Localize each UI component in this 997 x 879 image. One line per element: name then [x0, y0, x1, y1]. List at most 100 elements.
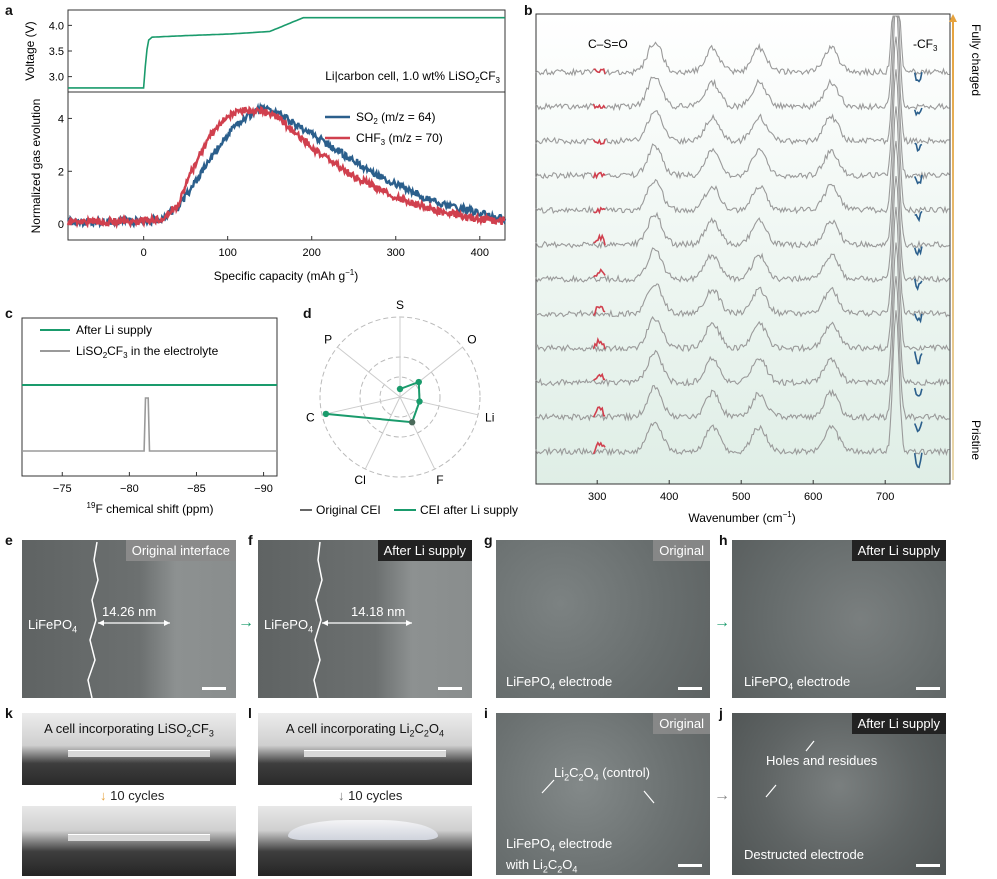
panel-g-tag: Original: [653, 540, 710, 561]
voltage-yticks: 4.0 3.5 3.0: [49, 20, 72, 84]
label-cf3: -CF3: [913, 37, 938, 53]
scale-bar: [202, 687, 226, 690]
xtick-label: −90: [254, 483, 273, 495]
a-xticks: 0 100 200 300 400: [141, 236, 489, 259]
swollen-pouch-cell: [288, 820, 438, 840]
c-xticks: −75 −80 −85 −90: [53, 472, 273, 495]
xtick-label: 300: [387, 247, 405, 259]
arrow-e-to-f: →: [238, 614, 254, 631]
panel-k-cycles: ↓ 10 cycles: [100, 788, 165, 803]
scale-bar: [438, 687, 462, 690]
panel-j-holes-label: Holes and residues: [766, 753, 878, 768]
arrow-g-to-h: →: [714, 614, 730, 631]
xtick-label: −85: [187, 483, 206, 495]
cf3-band: [913, 107, 923, 117]
raman-spectrum: [535, 106, 950, 250]
cso-band: [593, 67, 606, 75]
ytick-label: 3.5: [49, 46, 64, 58]
raman-spectra: [535, 15, 950, 469]
scale-bar: [916, 864, 940, 867]
xtick-label: 200: [303, 247, 321, 259]
panel-e-thickness: 14.26 nm: [102, 604, 157, 619]
panel-b-chart: C–S=O -CF3 Fully charged Pristine 300 400…: [535, 13, 983, 525]
panel-h-tag: After Li supply: [851, 540, 946, 561]
cso-band: [592, 171, 606, 180]
panel-l-photo-bottom: [258, 806, 472, 876]
radar-spoke: [399, 346, 463, 398]
cf3-band: [913, 351, 923, 365]
xtick-label: 100: [218, 247, 236, 259]
raman-spectrum: [536, 176, 950, 318]
panel-h-image: After Li supply LiFePO4 electrode: [732, 540, 946, 698]
cf3-band: [913, 278, 923, 291]
cso-band: [593, 268, 606, 278]
cf3-band: [913, 452, 923, 469]
radar-axis-label: O: [467, 333, 476, 347]
chf3-curve: [66, 105, 506, 230]
panel-a-chart: Voltage (V) 4.0 3.5 3.0 Normalized gas evo…: [23, 9, 507, 283]
raman-spectrum: [535, 310, 950, 457]
cso-band: [592, 138, 606, 145]
panel-l-photo-top: A cell incorporating Li2C2O4: [258, 713, 472, 785]
b-xticks: 300 400 500 600 700: [588, 480, 894, 503]
cso-band: [592, 336, 606, 350]
pouch-cell: [68, 834, 210, 841]
cso-band: [592, 103, 606, 110]
panel-i-tag: Original: [653, 713, 710, 734]
cf3-band: [913, 387, 923, 397]
pristine-label: Pristine: [969, 420, 983, 460]
radar-axis-label: F: [436, 473, 443, 487]
panel-j-caption: Destructed electrode: [744, 847, 864, 862]
radar-spoke: [337, 346, 401, 398]
radar-point: [396, 385, 404, 393]
panel-label-j: j: [719, 705, 723, 721]
cf3-band: [913, 246, 923, 257]
gas-ylabel: Normalized gas evolution: [29, 99, 43, 234]
charge-arrow-bar: [952, 20, 954, 480]
label-cso: C–S=O: [588, 37, 628, 51]
cf3-band: [913, 72, 923, 83]
panel-label-e: e: [5, 532, 13, 548]
cf3-band: [913, 174, 923, 185]
radar-point: [322, 410, 330, 418]
panel-label-c: c: [5, 305, 13, 321]
b-background: [536, 14, 950, 484]
panel-e-tag: Original interface: [125, 540, 236, 561]
a-xlabel: Specific capacity (mAh g−1): [214, 268, 359, 283]
radar-grid: [319, 316, 481, 478]
panel-label-k: k: [5, 705, 13, 721]
panel-label-a: a: [5, 2, 13, 18]
xtick-label: −75: [53, 483, 72, 495]
pointer-line: [643, 790, 655, 804]
interface-line: [313, 541, 323, 698]
cell-annotation: Li|carbon cell, 1.0 wt% LiSO2CF3: [325, 69, 500, 85]
cso-band: [593, 372, 606, 381]
gas-yticks: 4 2 0: [58, 113, 72, 231]
raman-spectrum: [535, 206, 950, 353]
xtick-label: 700: [876, 491, 894, 503]
ytick-label: 2: [58, 166, 64, 178]
c-legend-after: After Li supply: [76, 323, 152, 337]
cso-band: [593, 233, 606, 246]
panel-f-material: LiFePO4: [264, 617, 314, 635]
panel-label-l: l: [248, 705, 252, 721]
radar-axis-label: S: [396, 300, 404, 312]
panel-i-image: Original Li2C2O4 (control) LiFePO4 elect…: [496, 713, 710, 875]
panel-k-photo-bottom: [22, 806, 236, 876]
interface-line: [87, 541, 99, 698]
radar-axis-label: Cl: [354, 473, 365, 487]
panel-e-material: LiFePO4: [28, 617, 78, 635]
arrow-i-to-j: →: [714, 787, 730, 804]
panel-label-i: i: [484, 705, 488, 721]
raman-spectrum: [535, 140, 950, 284]
panel-i-overlay: [541, 779, 655, 804]
ytick-label: 0: [58, 219, 64, 231]
xtick-label: 0: [141, 247, 147, 259]
radar-spoke: [321, 396, 401, 416]
ytick-label: 4.0: [49, 20, 64, 32]
b-frame: [535, 13, 951, 485]
d-legend-original: Original CEI: [316, 503, 381, 517]
radar-axis-label: Li: [485, 410, 494, 424]
pouch-cell: [68, 750, 210, 757]
panel-f-image: After Li supply 14.18 nm LiFePO4: [258, 540, 472, 698]
